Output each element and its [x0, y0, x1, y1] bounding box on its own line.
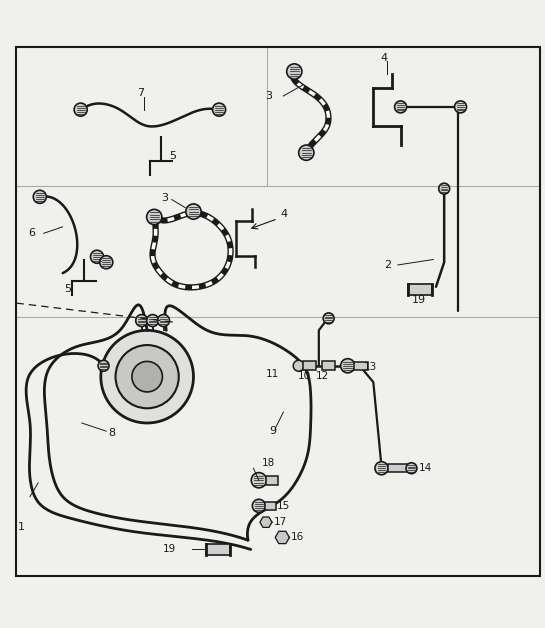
Circle shape: [439, 183, 450, 194]
Text: 4: 4: [281, 209, 288, 219]
Circle shape: [251, 473, 267, 488]
Text: 10: 10: [298, 371, 311, 381]
Circle shape: [395, 101, 407, 113]
Circle shape: [299, 145, 314, 160]
Text: 15: 15: [277, 501, 290, 511]
Circle shape: [287, 64, 302, 79]
Text: 3: 3: [265, 91, 272, 101]
Circle shape: [101, 330, 193, 423]
Text: 4: 4: [380, 53, 388, 63]
Circle shape: [323, 313, 334, 324]
Bar: [206, 544, 230, 555]
Circle shape: [90, 250, 104, 263]
Circle shape: [136, 315, 148, 327]
Bar: [354, 362, 368, 370]
Text: 14: 14: [419, 463, 432, 474]
Text: 1: 1: [19, 521, 25, 531]
Text: 3: 3: [161, 193, 168, 203]
Bar: [322, 362, 335, 370]
Circle shape: [455, 101, 467, 113]
Circle shape: [33, 190, 46, 203]
Text: 13: 13: [364, 362, 377, 372]
Text: 8: 8: [108, 428, 115, 438]
Text: 16: 16: [291, 533, 304, 543]
Bar: [408, 284, 432, 295]
Circle shape: [341, 359, 355, 373]
Text: 11: 11: [266, 369, 279, 379]
Text: 18: 18: [262, 458, 275, 468]
Bar: [303, 362, 316, 370]
Text: 2: 2: [384, 260, 391, 270]
Circle shape: [147, 315, 159, 327]
Bar: [265, 502, 276, 510]
Circle shape: [132, 362, 162, 392]
Text: 5: 5: [169, 151, 176, 161]
Circle shape: [147, 209, 162, 225]
Bar: [266, 476, 278, 485]
Text: 5: 5: [65, 284, 71, 295]
Text: 12: 12: [316, 371, 329, 381]
Text: 17: 17: [274, 517, 287, 527]
Circle shape: [375, 462, 388, 475]
Text: 7: 7: [137, 89, 144, 98]
Text: 6: 6: [28, 229, 35, 239]
Circle shape: [98, 360, 109, 371]
Circle shape: [74, 103, 87, 116]
Polygon shape: [275, 531, 289, 544]
Circle shape: [116, 345, 179, 408]
Circle shape: [252, 499, 265, 512]
Polygon shape: [260, 517, 272, 528]
Circle shape: [406, 463, 417, 474]
Circle shape: [213, 103, 226, 116]
Circle shape: [100, 256, 113, 269]
Circle shape: [186, 204, 201, 219]
Circle shape: [158, 315, 169, 327]
Circle shape: [293, 360, 304, 371]
Text: 19: 19: [411, 295, 426, 305]
Bar: [388, 465, 410, 472]
Text: 19: 19: [162, 544, 175, 555]
Text: 9: 9: [269, 426, 276, 436]
